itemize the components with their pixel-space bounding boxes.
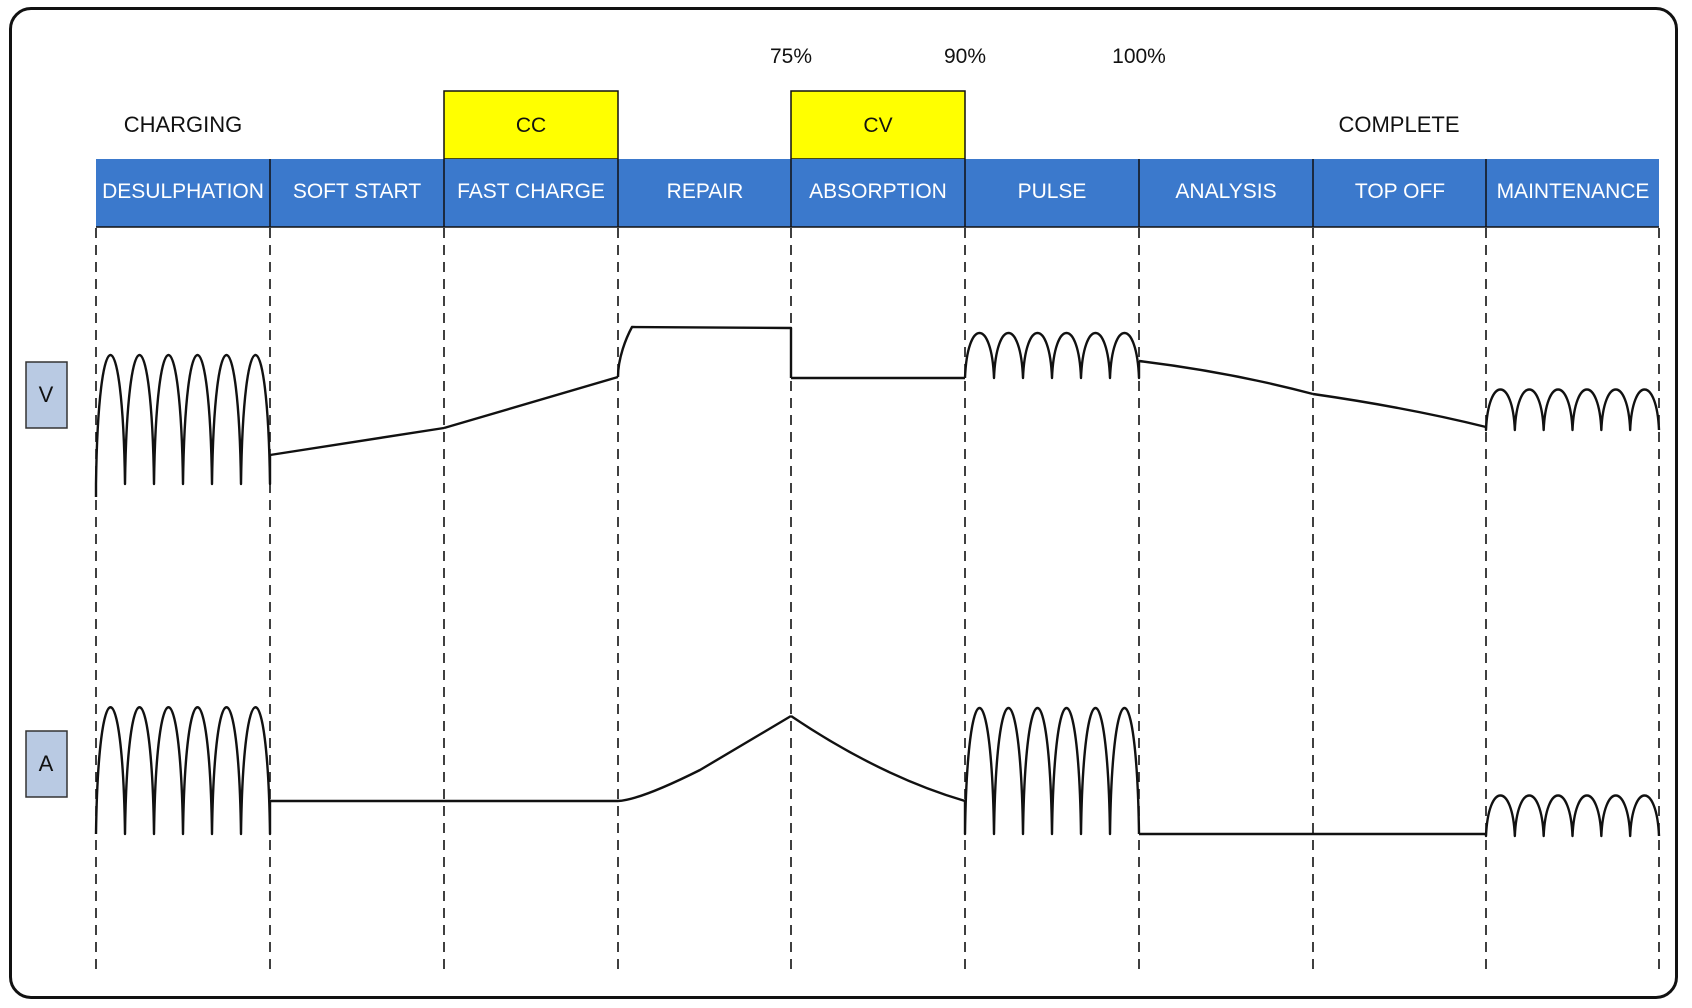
cc-mode-box	[443, 90, 619, 160]
stage-label-top-off: TOP OFF	[1355, 180, 1445, 203]
stage-dividers	[95, 228, 1660, 970]
current-maintenance-waveform	[1484, 794, 1661, 838]
complete-label: COMPLETE	[1338, 112, 1459, 137]
current-pulse-waveform	[963, 707, 1141, 836]
voltage-soft-start-ramp	[269, 426, 445, 457]
percent-marker-100: 100%	[1112, 45, 1166, 68]
stage-label-fast-charge: FAST CHARGE	[457, 180, 605, 203]
current-desulphation-waveform	[94, 706, 272, 836]
current-absorption-decay	[790, 715, 966, 803]
stage-bar: DESULPHATION SOFT START FAST CHARGE REPA…	[96, 159, 1659, 228]
waveforms	[94, 325, 1661, 838]
stage-label-maintenance: MAINTENANCE	[1497, 180, 1650, 203]
cc-mode-label: CC	[516, 114, 546, 137]
stage-label-desulphation: DESULPHATION	[102, 180, 264, 203]
stage-bar-background	[96, 159, 1659, 227]
charging-label: CHARGING	[124, 112, 243, 137]
percent-marker-90: 90%	[944, 45, 986, 68]
stage-label-absorption: ABSORPTION	[809, 180, 947, 203]
voltage-fast-charge-ramp	[443, 375, 619, 430]
voltage-analysis-decline	[1138, 359, 1314, 396]
stage-label-soft-start: SOFT START	[293, 180, 422, 203]
current-axis-box	[25, 730, 68, 798]
voltage-maintenance-waveform	[1484, 388, 1661, 432]
stage-label-analysis: ANALYSIS	[1175, 180, 1276, 203]
voltage-top-off-decline	[1312, 392, 1487, 429]
voltage-pulse-waveform	[963, 332, 1141, 380]
voltage-axis-box	[25, 361, 68, 429]
voltage-axis-label: V	[39, 382, 54, 407]
voltage-desulphation-waveform	[94, 353, 272, 497]
stage-label-repair: REPAIR	[667, 180, 744, 203]
current-axis-label: A	[39, 751, 54, 776]
cv-mode-box	[790, 90, 966, 160]
voltage-repair-plateau	[616, 325, 793, 378]
stage-label-pulse: PULSE	[1018, 180, 1087, 203]
percent-marker-75: 75%	[770, 45, 812, 68]
cv-mode-label: CV	[863, 114, 892, 137]
mode-boxes: CC CV	[443, 90, 966, 160]
current-repair-rise	[617, 714, 792, 803]
